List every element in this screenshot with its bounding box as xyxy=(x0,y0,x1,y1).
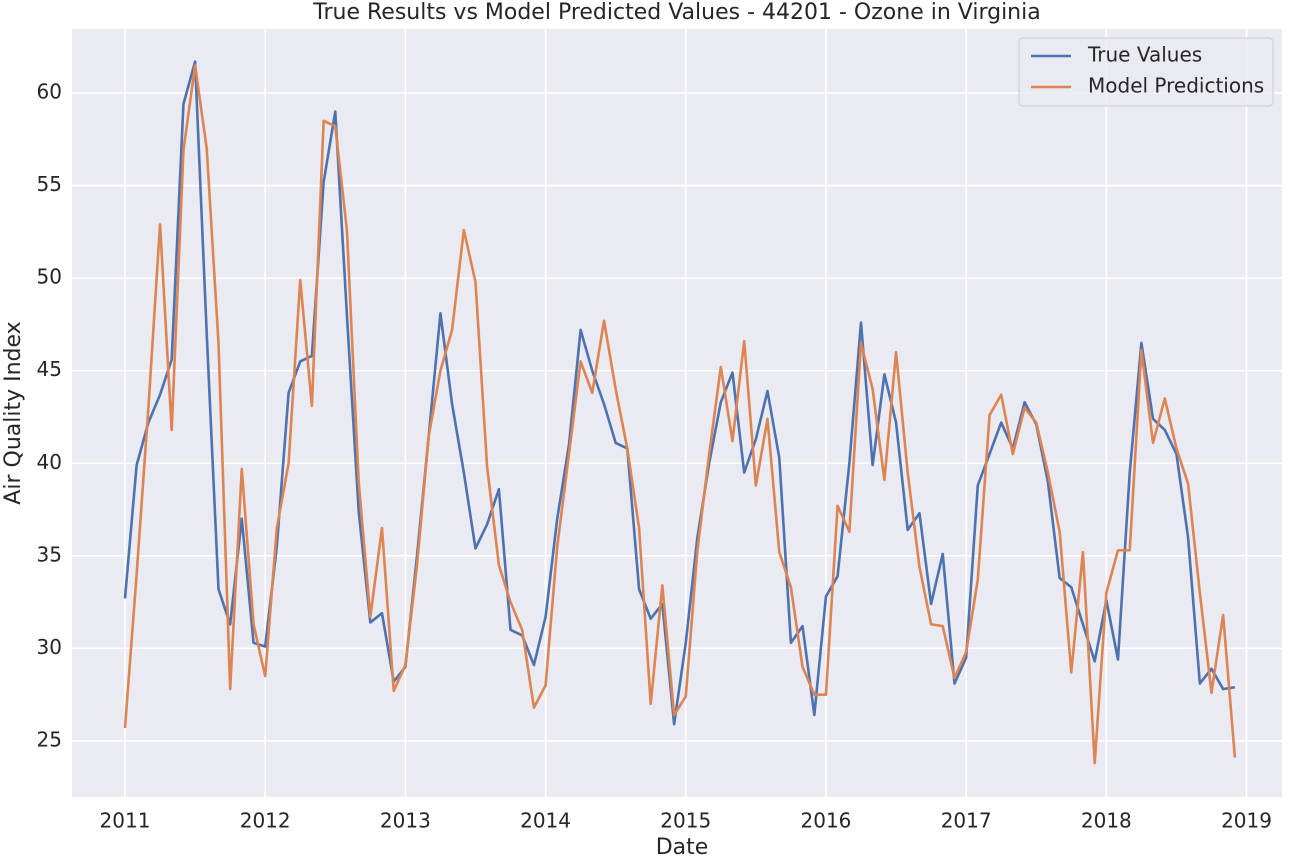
x-tick-label: 2017 xyxy=(941,809,992,833)
y-tick-label: 25 xyxy=(37,727,62,751)
y-tick-label: 40 xyxy=(37,450,62,474)
legend: True Values Model Predictions xyxy=(1018,37,1274,107)
y-tick-label: 45 xyxy=(37,357,62,381)
series-line xyxy=(123,63,1237,765)
plot-area xyxy=(72,29,1282,797)
x-axis-label: Date xyxy=(656,835,709,860)
y-tick-label: 50 xyxy=(37,265,62,289)
legend-box xyxy=(1018,37,1274,107)
x-tick-label: 2013 xyxy=(380,809,431,833)
y-tick-label: 30 xyxy=(37,635,62,659)
legend-label: Model Predictions xyxy=(1088,74,1264,98)
lines xyxy=(123,60,1237,765)
y-axis-label: Air Quality Index xyxy=(1,321,26,504)
chart-title: True Results vs Model Predicted Values -… xyxy=(312,0,1040,25)
y-tick-label: 60 xyxy=(37,80,62,104)
y-tick-label: 55 xyxy=(37,172,62,196)
x-tick-label: 2016 xyxy=(801,809,852,833)
x-tick-label: 2012 xyxy=(240,809,291,833)
series-line xyxy=(123,60,1236,726)
legend-label: True Values xyxy=(1087,43,1202,67)
x-tick-label: 2018 xyxy=(1081,809,1132,833)
x-tick-label: 2015 xyxy=(660,809,711,833)
x-tick-label: 2019 xyxy=(1221,809,1272,833)
x-tick-label: 2011 xyxy=(100,809,151,833)
y-tick-label: 35 xyxy=(37,542,62,566)
x-tick-label: 2014 xyxy=(520,809,571,833)
